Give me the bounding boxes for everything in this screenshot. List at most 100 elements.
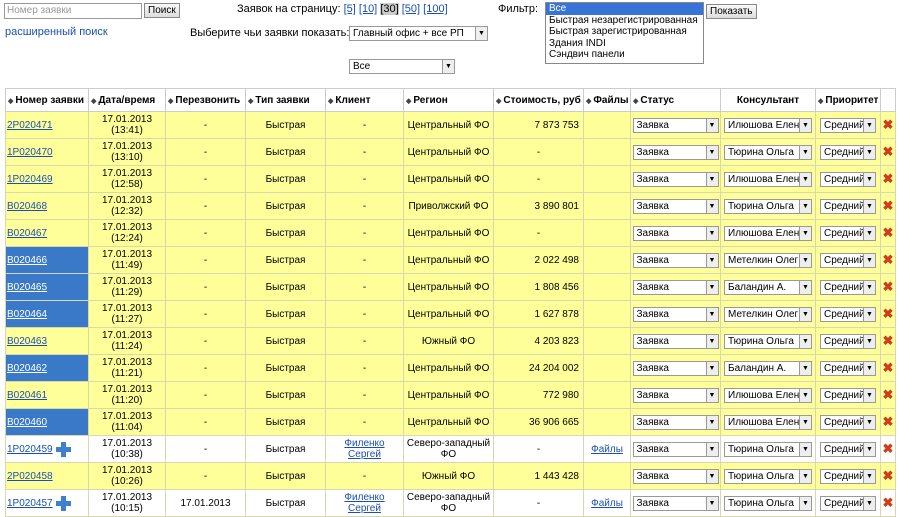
priority-select[interactable]: Средний [820,333,876,349]
order-link[interactable]: 1P020470 [7,146,53,158]
sort-icon[interactable]: ◆ [586,97,592,105]
status-select[interactable]: Заявка [632,306,719,322]
files-link[interactable]: Файлы [591,443,623,455]
column-header[interactable]: ◆ Клиент [325,88,404,112]
delete-button[interactable]: ✖ [882,170,894,186]
status-select[interactable]: Заявка [632,333,719,349]
order-link[interactable]: 2P020471 [7,119,53,131]
status-select[interactable]: Заявка [632,171,719,187]
consultant-select[interactable]: Метелкин Олег [724,252,812,268]
column-header[interactable]: ◆ Приоритет [815,88,881,112]
column-header[interactable]: ◆ Регион [403,88,494,112]
delete-button[interactable]: ✖ [882,386,894,402]
consultant-select[interactable]: Тюрина Ольга [724,495,812,511]
column-header[interactable]: ◆ Стоимость, руб [493,88,584,112]
per-page-option[interactable]: [5] [343,3,356,15]
client-link[interactable]: Филенко Сергей [344,438,385,460]
order-link[interactable]: B020467 [7,227,48,239]
sort-icon[interactable]: ◆ [328,97,334,105]
per-page-option[interactable]: [30] [380,3,399,15]
order-link[interactable]: B020465 [7,281,48,293]
order-link[interactable]: B020463 [7,335,48,347]
advanced-search-link[interactable]: расширенный поиск [5,26,108,38]
consultant-select[interactable]: Тюрина Ольга [724,198,812,214]
column-header[interactable]: ◆ Тип заявки [245,88,326,112]
priority-select[interactable]: Средний [820,225,876,241]
per-page-option[interactable]: [10] [358,3,378,15]
delete-button[interactable]: ✖ [882,224,894,240]
priority-select[interactable]: Средний [820,360,876,376]
delete-button[interactable]: ✖ [882,197,894,213]
search-button[interactable]: Поиск [144,3,180,18]
status-select[interactable]: Заявка [632,468,719,484]
priority-select[interactable]: Средний [820,144,876,160]
priority-select[interactable]: Средний [820,171,876,187]
status-select[interactable]: Заявка [632,360,719,376]
consultant-select[interactable]: Баландин А. [724,279,812,295]
status-select[interactable]: Заявка [632,387,719,403]
delete-button[interactable]: ✖ [882,467,894,483]
sort-icon[interactable]: ◆ [248,97,254,105]
order-link[interactable]: B020460 [7,416,48,428]
client-link[interactable]: Филенко Сергей [344,492,385,514]
status-select[interactable]: Заявка [632,495,719,511]
column-header[interactable]: Консультант [720,88,816,112]
order-link[interactable]: B020466 [7,254,48,266]
priority-select[interactable]: Средний [820,306,876,322]
delete-button[interactable]: ✖ [882,332,894,348]
filter-option[interactable]: Сэндвич панели [549,49,625,60]
office-select[interactable]: Главный офис + все РП [349,26,488,41]
consultant-select[interactable]: Илюшова Елена [724,117,812,133]
order-link[interactable]: B020461 [7,389,48,401]
delete-button[interactable]: ✖ [882,413,894,429]
delete-button[interactable]: ✖ [882,305,894,321]
order-link[interactable]: B020464 [7,308,48,320]
files-link[interactable]: Файлы [591,497,623,509]
column-header[interactable]: ◆ Дата/время [88,88,166,112]
sort-icon[interactable]: ◆ [633,97,639,105]
status-select[interactable]: Заявка [632,117,719,133]
priority-select[interactable]: Средний [820,252,876,268]
column-header[interactable]: ◆ Номер заявки [5,88,89,112]
consultant-select[interactable]: Тюрина Ольга [724,441,812,457]
priority-select[interactable]: Средний [820,279,876,295]
consultant-select[interactable]: Тюрина Ольга [724,333,812,349]
sort-icon[interactable]: ◆ [818,97,824,105]
sort-icon[interactable]: ◆ [168,97,174,105]
consultant-select[interactable]: Тюрина Ольга [724,144,812,160]
status-select[interactable]: Заявка [632,441,719,457]
delete-button[interactable]: ✖ [882,278,894,294]
status-select[interactable]: Заявка [632,198,719,214]
consultant-select[interactable]: Баландин А. [724,360,812,376]
priority-select[interactable]: Средний [820,387,876,403]
sort-icon[interactable]: ◆ [406,97,412,105]
sort-icon[interactable]: ◆ [8,97,14,105]
column-header[interactable]: ◆ Файлы [583,88,631,112]
delete-button[interactable]: ✖ [882,440,894,456]
consultant-select[interactable]: Илюшова Елена [724,414,812,430]
status-select[interactable]: Заявка [632,144,719,160]
status-select[interactable]: Заявка [632,252,719,268]
priority-select[interactable]: Средний [820,198,876,214]
priority-select[interactable]: Средний [820,495,876,511]
order-link[interactable]: B020468 [7,200,48,212]
expand-icon[interactable] [55,441,71,457]
column-header[interactable]: ◆ Перезвонить [165,88,246,112]
order-link[interactable]: 1P020459 [7,443,53,455]
sort-icon[interactable]: ◆ [91,97,97,105]
delete-button[interactable]: ✖ [882,143,894,159]
priority-select[interactable]: Средний [820,441,876,457]
per-page-option[interactable]: [100] [423,3,448,15]
priority-select[interactable]: Средний [820,468,876,484]
expand-icon[interactable] [55,495,71,511]
consultant-select[interactable]: Илюшова Елена [724,387,812,403]
filter-option[interactable]: Быстрая незарегистрированная [549,14,698,26]
filter-option[interactable]: Все [546,3,703,15]
status-select[interactable]: Заявка [632,225,719,241]
status-select[interactable]: Заявка [632,279,719,295]
consultant-select[interactable]: Илюшова Елена [724,225,812,241]
order-link[interactable]: 1P020457 [7,497,53,509]
priority-select[interactable]: Средний [820,117,876,133]
filter-button[interactable]: Показать [706,4,757,19]
delete-button[interactable]: ✖ [882,251,894,267]
